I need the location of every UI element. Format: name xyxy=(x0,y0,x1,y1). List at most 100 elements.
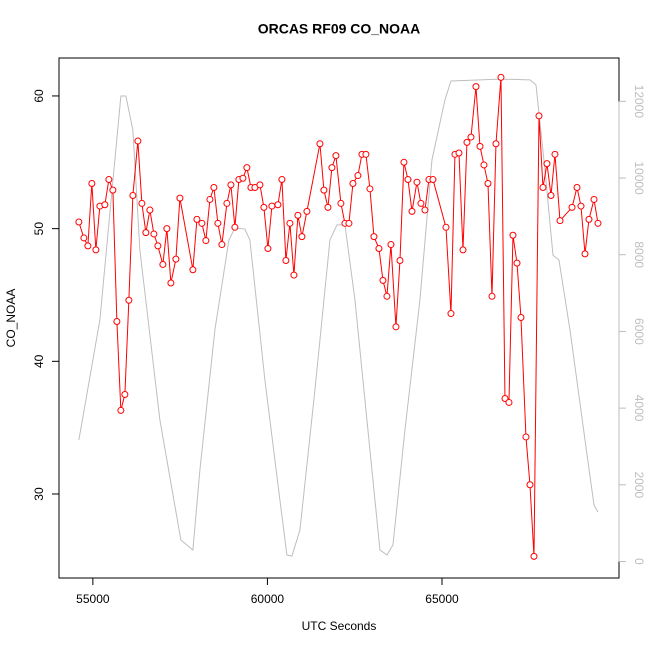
point xyxy=(189,266,197,274)
y-tick-label: 50 xyxy=(32,222,46,236)
chart-title: ORCAS RF09 CO_NOAA xyxy=(258,21,421,37)
point xyxy=(392,323,400,331)
point xyxy=(366,185,374,193)
point xyxy=(172,255,180,263)
point xyxy=(231,223,239,231)
point xyxy=(539,184,547,192)
point xyxy=(239,174,247,182)
point xyxy=(316,140,324,148)
point xyxy=(472,83,480,91)
point xyxy=(568,203,576,211)
y-axis-label: CO_NOAA xyxy=(4,289,18,348)
point xyxy=(421,206,429,214)
point xyxy=(505,398,513,406)
point xyxy=(459,246,467,254)
y-tick-label: 40 xyxy=(32,354,46,368)
point xyxy=(362,150,370,158)
x-axis-label: UTC Seconds xyxy=(302,619,377,633)
point xyxy=(509,231,517,239)
point xyxy=(530,552,538,560)
y-tick-label: 60 xyxy=(32,89,46,103)
point xyxy=(176,194,184,202)
point xyxy=(129,191,137,199)
point xyxy=(585,215,593,223)
point xyxy=(581,250,589,258)
y2-tick-label: 0 xyxy=(632,558,646,565)
point xyxy=(268,202,276,210)
point xyxy=(214,219,222,227)
point xyxy=(375,245,383,253)
point xyxy=(256,181,264,189)
point xyxy=(447,310,455,318)
y2-tick-label: 12000 xyxy=(632,85,646,119)
y2-tick-label: 8000 xyxy=(632,241,646,268)
point xyxy=(163,225,171,233)
point xyxy=(332,152,340,160)
point xyxy=(551,150,559,158)
y-tick-label: 30 xyxy=(32,487,46,501)
series-line xyxy=(78,78,599,557)
point xyxy=(345,219,353,227)
point xyxy=(80,234,88,242)
point xyxy=(278,176,286,184)
point xyxy=(517,314,525,322)
point xyxy=(354,172,362,180)
point xyxy=(274,201,282,209)
point xyxy=(476,142,484,150)
point xyxy=(146,206,154,214)
point xyxy=(480,161,488,169)
point xyxy=(193,215,201,223)
point xyxy=(113,318,121,326)
point xyxy=(88,180,96,188)
point xyxy=(547,191,555,199)
point xyxy=(298,233,306,241)
point xyxy=(117,406,125,414)
point xyxy=(526,481,534,489)
y2-tick-label: 6000 xyxy=(632,318,646,345)
point xyxy=(282,256,290,264)
point xyxy=(573,184,581,192)
point xyxy=(105,176,113,184)
point xyxy=(501,394,509,402)
point xyxy=(142,229,150,237)
point xyxy=(467,133,475,141)
point xyxy=(497,73,505,81)
point xyxy=(383,292,391,300)
point xyxy=(594,219,602,227)
point xyxy=(535,112,543,120)
point xyxy=(159,260,167,268)
point xyxy=(408,207,416,215)
point xyxy=(370,233,378,241)
point xyxy=(134,137,142,145)
point xyxy=(442,223,450,231)
point xyxy=(417,199,425,207)
point xyxy=(109,186,117,194)
point xyxy=(328,164,336,172)
point xyxy=(577,202,585,210)
point xyxy=(379,276,387,284)
point xyxy=(513,259,521,267)
point xyxy=(590,195,598,203)
point xyxy=(413,178,421,186)
point xyxy=(463,138,471,146)
y2-tick-label: 10000 xyxy=(632,161,646,195)
point xyxy=(484,180,492,188)
point xyxy=(210,184,218,192)
point xyxy=(243,164,251,172)
x-tick-label: 55000 xyxy=(76,592,110,606)
point xyxy=(404,176,412,184)
point xyxy=(84,242,92,250)
point xyxy=(349,180,357,188)
point xyxy=(198,219,206,227)
point xyxy=(290,271,298,279)
x-tick-label: 65000 xyxy=(425,592,459,606)
point xyxy=(286,219,294,227)
point xyxy=(260,203,268,211)
point xyxy=(396,256,404,264)
point xyxy=(400,158,408,166)
point xyxy=(92,246,100,254)
point xyxy=(324,203,332,211)
point xyxy=(206,195,214,203)
point xyxy=(223,199,231,207)
